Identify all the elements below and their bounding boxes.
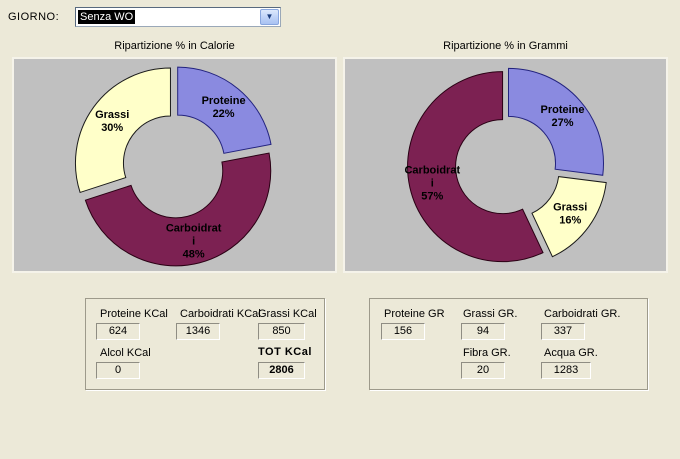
calorie-values-panel: Proteine KCal Carboidrati KCal Grassi KC… xyxy=(85,298,325,390)
pie-slice-grassi xyxy=(74,67,171,194)
giorno-label: GIORNO: xyxy=(8,11,60,23)
combobox-selected-value: Senza WO xyxy=(78,10,136,24)
pie-slice-label: Proteine 27% xyxy=(541,104,585,129)
value-box-carboidrati-kcal: 1346 xyxy=(176,323,220,340)
combobox-value-area[interactable]: Senza WO xyxy=(78,10,260,24)
chevron-down-icon: ▼ xyxy=(265,12,274,21)
giorno-combobox[interactable]: Senza WO ▼ xyxy=(75,7,281,27)
pie-slice-carboidrati xyxy=(84,152,272,267)
pie-slice-grassi xyxy=(531,176,607,258)
field-label: Carboidrati KCal xyxy=(180,308,261,320)
field-label: Grassi KCal xyxy=(258,308,317,320)
pie-slice-label: Grassi 16% xyxy=(553,202,587,227)
pie-slice-label: Carboidrat i 57% xyxy=(404,164,460,202)
value-box-proteine-kcal: 624 xyxy=(96,323,140,340)
value-box-alcol-kcal: 0 xyxy=(96,362,140,379)
chart-title-calorie: Ripartizione % in Calorie xyxy=(114,40,235,52)
pie-slice-label: Proteine 22% xyxy=(202,95,246,120)
tot-kcal-label: TOT KCal xyxy=(258,346,312,358)
pie-slice-proteine xyxy=(177,66,272,154)
pie-slice-label: Grassi 30% xyxy=(95,109,129,134)
field-label: Proteine KCal xyxy=(100,308,168,320)
donut-chart-grammi: Proteine 27% Grassi 16% Carboidrat i 57% xyxy=(343,57,668,273)
value-box-grassi-kcal: 850 xyxy=(258,323,305,340)
field-label: Alcol KCal xyxy=(100,347,151,359)
value-box-carboidrati-gr: 337 xyxy=(541,323,585,340)
pie-slice-proteine xyxy=(508,67,604,176)
value-box-acqua-gr: 1283 xyxy=(541,362,591,379)
grammi-values-panel: Proteine GR Grassi GR. Carboidrati GR. 1… xyxy=(369,298,648,390)
field-label: Carboidrati GR. xyxy=(544,308,621,320)
value-box-proteine-gr: 156 xyxy=(381,323,425,340)
value-box-grassi-gr: 94 xyxy=(461,323,505,340)
field-label: Proteine GR xyxy=(384,308,445,320)
field-label: Grassi GR. xyxy=(463,308,518,320)
combobox-dropdown-button[interactable]: ▼ xyxy=(260,9,279,25)
pie-slice-carboidrati xyxy=(407,71,544,263)
pie-slice-label: Carboidrat i 48% xyxy=(166,223,222,261)
value-box-fibra-gr: 20 xyxy=(461,362,505,379)
donut-chart-calorie: Proteine 22% Carboidrat i 48% Grassi 30% xyxy=(12,57,337,273)
chart-title-grammi: Ripartizione % in Grammi xyxy=(443,40,568,52)
field-label: Acqua GR. xyxy=(544,347,598,359)
value-box-tot-kcal: 2806 xyxy=(258,362,305,379)
field-label: Fibra GR. xyxy=(463,347,511,359)
